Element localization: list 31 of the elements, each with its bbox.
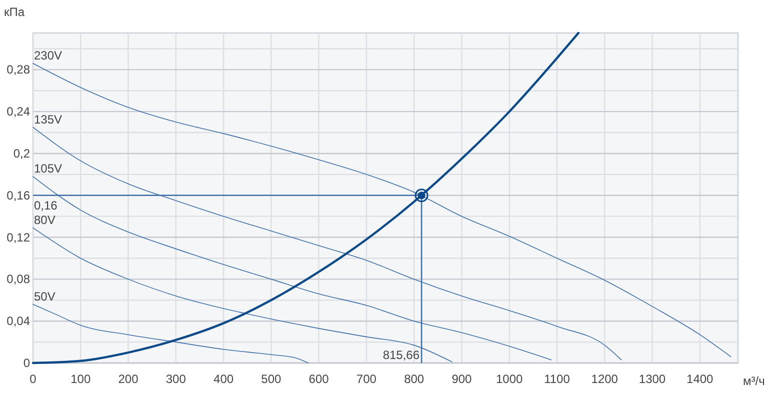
x-axis-title: м³/ч [743, 374, 765, 388]
y-tick-label: 0,12 [6, 230, 30, 244]
x-tick-label: 1200 [591, 372, 618, 386]
y-tick-label: 0,28 [6, 62, 30, 77]
y-tick-label: 0,24 [6, 104, 30, 119]
series-label: 105V [34, 162, 62, 176]
x-tick-label: 900 [452, 372, 472, 386]
y-axis-title: кПа [4, 5, 25, 19]
x-tick-label: 200 [118, 372, 139, 386]
x-tick-label: 100 [70, 372, 91, 386]
x-tick-label: 1400 [686, 372, 714, 386]
x-tick-label: 600 [308, 372, 330, 386]
y-tick-label: 0,08 [6, 272, 30, 286]
x-tick-label: 500 [261, 372, 282, 386]
x-tick-label: 1000 [496, 372, 524, 386]
y-tick-label: 0,2 [13, 146, 30, 160]
series-label: 230V [34, 48, 62, 62]
x-tick-label: 300 [166, 372, 186, 386]
x-tick-label: 700 [356, 372, 377, 386]
x-tick-label: 1300 [638, 372, 666, 386]
y-tick-label: 0,04 [6, 314, 30, 328]
series-label: 135V [34, 112, 62, 126]
ref-line-label: 815,66 [382, 348, 420, 362]
series-label: 50V [34, 289, 56, 304]
x-tick-label: 400 [214, 372, 234, 386]
ref-line-label: 0,16 [34, 198, 58, 212]
y-tick-label: 0,16 [6, 188, 30, 202]
series-label: 80V [34, 212, 56, 227]
y-tick-label: 0 [23, 356, 30, 370]
x-tick-label: 800 [404, 372, 424, 386]
x-tick-label: 1100 [544, 372, 570, 386]
